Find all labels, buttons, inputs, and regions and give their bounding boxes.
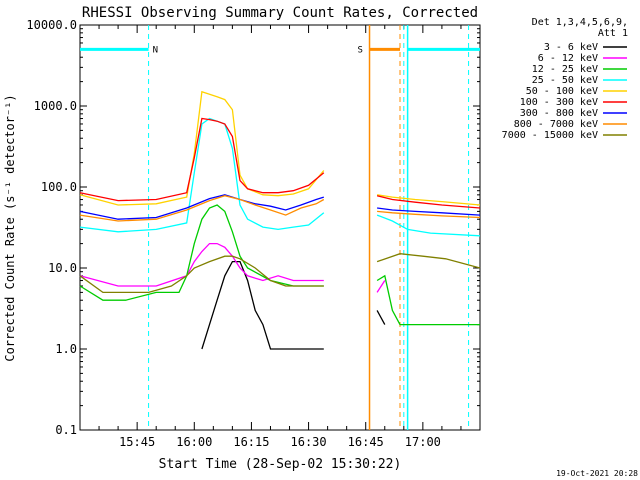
legend-header: Det 1,3,4,5,6,9, xyxy=(532,17,628,28)
event-bar-label: S xyxy=(358,45,363,55)
legend-entry-label: 7000 - 15000 keV xyxy=(502,130,598,141)
x-tick-label: 15:45 xyxy=(119,435,155,449)
legend-entry-label: 100 - 300 keV xyxy=(520,97,598,108)
x-tick-label: 16:00 xyxy=(176,435,212,449)
y-axis-label: Corrected Count Rate (s⁻¹ detector⁻¹) xyxy=(3,94,17,361)
y-tick-label: 1000.0 xyxy=(34,99,77,113)
footer-timestamp: 19-Oct-2021 20:28 xyxy=(556,469,638,478)
legend-entry-label: 300 - 800 keV xyxy=(520,108,598,119)
series-line-0 xyxy=(201,260,386,350)
x-tick-label: 16:15 xyxy=(233,435,269,449)
legend-entry-label: 12 - 25 keV xyxy=(532,64,598,75)
legend-header: Att 1 xyxy=(598,28,628,39)
legend-entry-label: 6 - 12 keV xyxy=(538,53,598,64)
series-line-4 xyxy=(79,90,481,206)
series-line-8 xyxy=(79,253,481,294)
legend-entry-label: 800 - 7000 keV xyxy=(514,119,598,130)
series-line-5 xyxy=(79,117,481,209)
legend-entry-label: 25 - 50 keV xyxy=(532,75,598,86)
plot-area: 0.1 1.0 10.0 100.0 1000.0 10000.0 15:45 16:00 16… xyxy=(26,18,481,449)
y-tick-label: 10000.0 xyxy=(26,18,77,32)
legend-entry-label: 50 - 100 keV xyxy=(526,86,598,97)
series-line-1 xyxy=(79,242,386,293)
y-tick-label: 10.0 xyxy=(48,261,77,275)
legend-entry-label: 3 - 6 keV xyxy=(544,42,598,53)
y-tick-label: 100.0 xyxy=(41,180,77,194)
series-line-7 xyxy=(79,195,481,222)
y-tick-label: 1.0 xyxy=(55,342,77,356)
x-tick-label: 16:30 xyxy=(291,435,327,449)
x-tick-label: 16:45 xyxy=(348,435,384,449)
y-tick-label: 0.1 xyxy=(55,423,77,437)
chart-title: RHESSI Observing Summary Count Rates, Co… xyxy=(82,5,478,21)
event-bar-label: N xyxy=(153,45,158,55)
x-tick-label: 17:00 xyxy=(405,435,441,449)
x-axis-label: Start Time (28-Sep-02 15:30:22) xyxy=(159,457,402,472)
